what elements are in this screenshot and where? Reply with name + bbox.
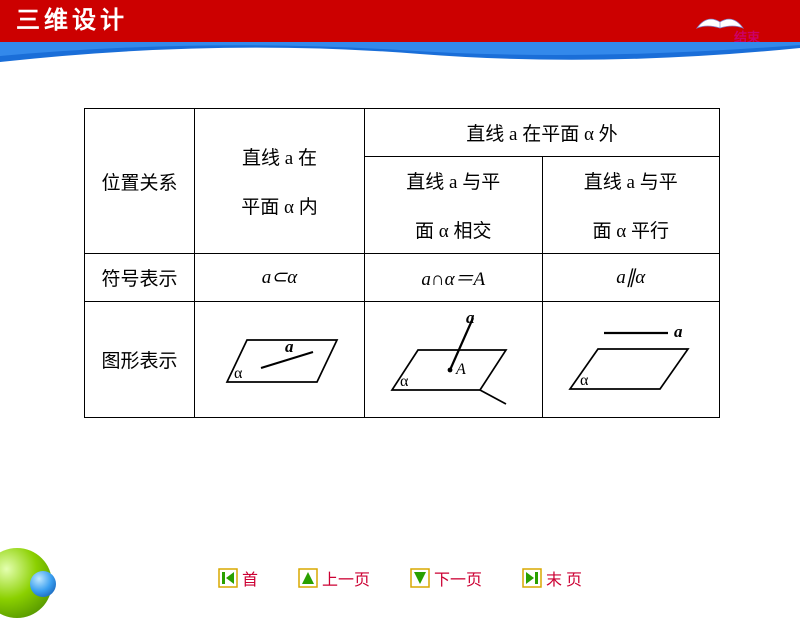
header-title: 三维设计 (0, 0, 800, 42)
diagram-line-in-plane-icon: a α (205, 320, 355, 400)
figure-intersect: a A α (365, 302, 543, 418)
label-a: a (285, 337, 294, 356)
nav-prev-label: 上一页 (322, 566, 370, 590)
nav-last-label: 末 页 (546, 566, 582, 590)
col-parallel-header: 直线 a 与平 面 α 平行 (542, 157, 720, 254)
label-alpha: α (234, 365, 243, 382)
label-alpha: α (400, 373, 409, 390)
symbol-inside: a⊂α (195, 254, 365, 302)
nav-first[interactable]: 首 (218, 566, 258, 590)
nav-next-label: 下一页 (434, 566, 482, 590)
nav-next-icon (410, 568, 430, 588)
label-a: a (466, 312, 475, 327)
geometry-table: 位置关系 直线 a 在 平面 α 内 直线 a 在平面 α 外 直线 a 与平 … (84, 108, 720, 418)
nav-first-icon (218, 568, 238, 588)
row-label-symbol: 符号表示 (85, 254, 195, 302)
header-bar: 三维设计 结束 (0, 0, 800, 42)
diagram-line-parallel-plane-icon: a α (556, 317, 706, 402)
symbol-parallel: a∥α (542, 254, 720, 302)
row-label-figure: 图形表示 (85, 302, 195, 418)
label-a: a (674, 322, 683, 341)
col-intersect-line2: 面 α 相交 (415, 221, 491, 242)
end-link[interactable]: 结束 (734, 2, 760, 45)
figure-parallel: a α (542, 302, 720, 418)
nav-last-icon (522, 568, 542, 588)
nav-last[interactable]: 末 页 (522, 566, 582, 590)
diagram-line-intersect-plane-icon: a A α (378, 312, 528, 407)
nav-next[interactable]: 下一页 (410, 566, 482, 590)
col-inside-line2: 平面 α 内 (241, 197, 317, 218)
col-outside-header: 直线 a 在平面 α 外 (365, 109, 720, 157)
nav-prev[interactable]: 上一页 (298, 566, 370, 590)
row-label-position: 位置关系 (85, 109, 195, 254)
col-inside-header: 直线 a 在 平面 α 内 (195, 109, 365, 254)
col-intersect-header: 直线 a 与平 面 α 相交 (365, 157, 543, 254)
header-wave (0, 42, 800, 82)
symbol-intersect: a∩α＝A (365, 254, 543, 302)
label-A: A (455, 361, 466, 378)
col-parallel-line2: 面 α 平行 (593, 221, 669, 242)
col-parallel-line1: 直线 a 与平 (584, 172, 678, 193)
col-inside-line1: 直线 a 在 (242, 148, 317, 169)
main-content: 位置关系 直线 a 在 平面 α 内 直线 a 在平面 α 外 直线 a 与平 … (84, 108, 720, 418)
nav-prev-icon (298, 568, 318, 588)
nav-bar: 首 上一页 下一页 末 页 (0, 566, 800, 590)
nav-first-label: 首 (242, 566, 258, 590)
col-intersect-line1: 直线 a 与平 (406, 172, 500, 193)
label-alpha: α (580, 372, 589, 389)
figure-inside: a α (195, 302, 365, 418)
